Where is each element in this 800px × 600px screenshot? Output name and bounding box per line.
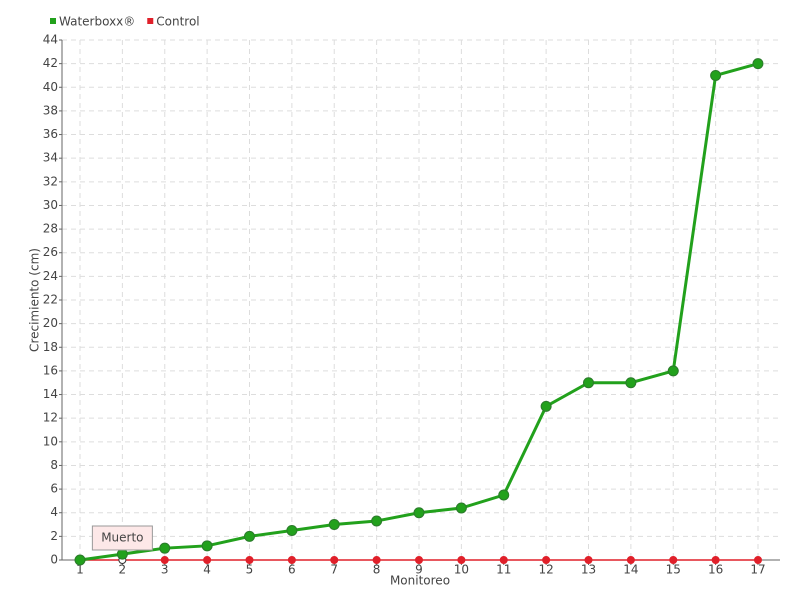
y-tick-label: 26 <box>43 245 58 259</box>
legend-label: Waterboxx® <box>59 15 135 29</box>
y-axis-label: Crecimiento (cm) <box>28 248 42 352</box>
data-point <box>752 58 764 70</box>
y-tick-label: 36 <box>43 127 58 141</box>
x-tick-label: 11 <box>496 563 511 577</box>
x-tick-label: 13 <box>581 563 596 577</box>
legend-swatch <box>50 18 56 24</box>
data-point <box>372 556 381 564</box>
data-point <box>584 556 593 564</box>
data-point <box>455 502 467 514</box>
y-tick-label: 10 <box>43 434 58 448</box>
annotation-box <box>91 525 153 551</box>
legend-label: Control <box>156 15 199 29</box>
y-tick-label: 2 <box>50 529 58 543</box>
x-tick-label: 5 <box>246 563 254 577</box>
data-point <box>159 542 171 554</box>
y-tick-label: 38 <box>43 103 58 117</box>
data-point <box>625 377 637 389</box>
x-tick-label: 7 <box>330 563 338 577</box>
data-point <box>540 400 552 412</box>
data-point <box>542 556 551 564</box>
y-tick-label: 8 <box>50 458 58 472</box>
data-point <box>201 540 213 552</box>
data-point <box>754 556 762 564</box>
y-tick-label: 34 <box>43 151 58 165</box>
y-tick-label: 30 <box>43 198 58 212</box>
y-tick-label: 20 <box>43 316 58 330</box>
x-tick-label: 9 <box>415 563 423 577</box>
data-point <box>667 365 679 377</box>
y-tick-label: 24 <box>43 269 58 283</box>
data-point <box>710 69 722 81</box>
data-point <box>711 556 720 564</box>
x-tick-label: 14 <box>623 563 638 577</box>
data-point <box>244 530 255 542</box>
y-tick-label: 18 <box>43 340 58 354</box>
data-point <box>371 515 383 527</box>
data-point <box>116 548 128 560</box>
y-tick-label: 12 <box>43 411 58 425</box>
y-tick-label: 40 <box>43 80 58 94</box>
data-point <box>245 556 254 564</box>
data-point <box>74 554 86 566</box>
data-point <box>287 556 296 564</box>
x-tick-label: 4 <box>203 563 211 577</box>
data-point <box>160 556 169 564</box>
x-tick-label: 17 <box>750 563 765 577</box>
data-point <box>330 556 339 564</box>
x-tick-label: 10 <box>454 563 469 577</box>
legend-swatch <box>147 18 154 24</box>
data-point <box>626 556 635 564</box>
x-tick-label: 16 <box>708 563 723 577</box>
x-tick-label: 6 <box>288 563 296 577</box>
x-tick-label: 2 <box>119 563 127 577</box>
y-tick-label: 4 <box>50 505 58 519</box>
annotation: Muerto <box>101 531 143 545</box>
x-tick-label: 8 <box>373 563 381 577</box>
x-tick-label: 15 <box>666 563 681 577</box>
x-tick-label: 3 <box>161 563 169 577</box>
data-point <box>203 556 212 564</box>
y-tick-label: 44 <box>43 33 58 47</box>
data-point <box>328 519 340 531</box>
y-tick-label: 14 <box>43 387 58 401</box>
data-point <box>286 524 298 536</box>
data-point <box>583 377 594 389</box>
y-tick-label: 32 <box>43 174 58 188</box>
data-point <box>457 556 466 564</box>
data-point <box>498 489 510 501</box>
y-tick-label: 0 <box>50 553 58 567</box>
y-tick-label: 42 <box>43 56 58 70</box>
data-point <box>669 556 678 564</box>
y-tick-label: 28 <box>43 222 58 236</box>
data-point <box>415 556 423 564</box>
x-tick-label: 12 <box>538 563 553 577</box>
data-point <box>499 556 508 564</box>
x-tick-label: 1 <box>76 563 84 577</box>
y-tick-label: 16 <box>43 363 58 377</box>
y-tick-label: 6 <box>50 482 58 496</box>
y-tick-label: 22 <box>43 293 58 307</box>
data-point <box>413 507 425 519</box>
x-axis-label: Monitoreo <box>390 574 450 588</box>
